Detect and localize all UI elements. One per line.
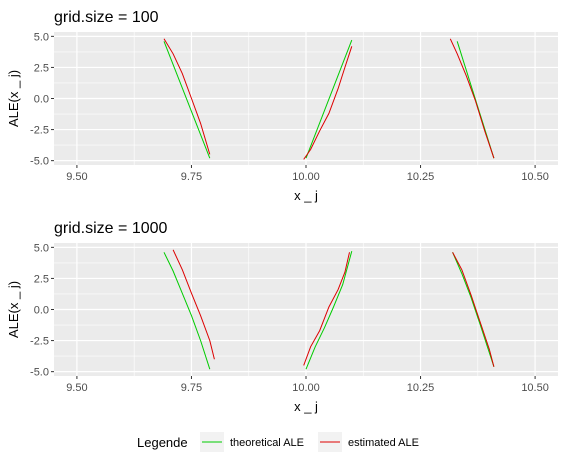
x-tick-label: 9.75 bbox=[181, 171, 202, 183]
y-tick-label: 2.5 bbox=[34, 273, 49, 285]
x-axis-label: x _ j bbox=[294, 188, 318, 203]
x-axis-label: x _ j bbox=[294, 399, 318, 414]
legend-item-label: theoretical ALE bbox=[230, 437, 304, 449]
x-tick-label: 9.50 bbox=[66, 382, 87, 394]
y-axis-label: ALE(x _ j) bbox=[6, 70, 21, 127]
x-tick-label: 10.50 bbox=[521, 171, 549, 183]
x-tick-label: 9.50 bbox=[66, 171, 87, 183]
y-tick-label: -5.0 bbox=[30, 367, 49, 379]
legend-item-label: estimated ALE bbox=[348, 437, 419, 449]
x-tick-label: 10.25 bbox=[407, 382, 435, 394]
y-tick-label: -2.5 bbox=[30, 125, 49, 137]
y-tick-label: -5.0 bbox=[30, 156, 49, 168]
y-axis-label: ALE(x _ j) bbox=[6, 281, 21, 338]
panel-title: grid.size = 1000 bbox=[54, 220, 168, 237]
x-tick-label: 10.25 bbox=[407, 171, 435, 183]
x-tick-label: 9.75 bbox=[181, 382, 202, 394]
y-tick-label: 2.5 bbox=[34, 62, 49, 74]
y-tick-label: 5.0 bbox=[34, 31, 49, 43]
panel-title: grid.size = 100 bbox=[54, 9, 159, 26]
y-tick-label: 0.0 bbox=[34, 94, 49, 106]
legend-title: Legende bbox=[137, 435, 188, 450]
y-tick-label: -2.5 bbox=[30, 336, 49, 348]
x-tick-label: 10.00 bbox=[292, 382, 320, 394]
x-tick-label: 10.00 bbox=[292, 171, 320, 183]
y-tick-label: 0.0 bbox=[34, 305, 49, 317]
x-tick-label: 10.50 bbox=[521, 382, 549, 394]
y-tick-label: 5.0 bbox=[34, 242, 49, 254]
